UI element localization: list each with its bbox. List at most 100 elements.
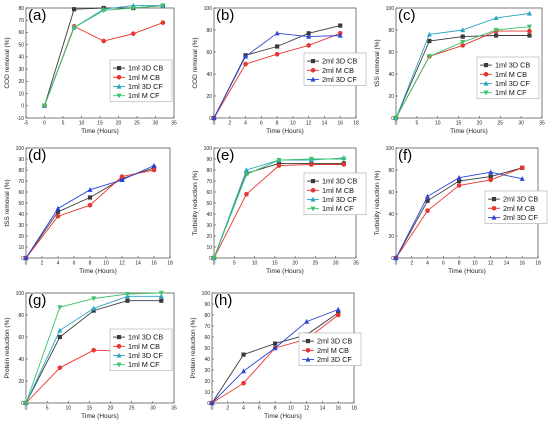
data-point-g-3-4 xyxy=(158,290,164,296)
x-tick-label-f-4: 8 xyxy=(458,261,461,267)
x-tick-label-d-9: 18 xyxy=(167,261,173,267)
y-tick-label-b-0: 0 xyxy=(209,116,212,122)
y-tick-label-a-7: 60 xyxy=(18,30,24,36)
data-point-d-2-4 xyxy=(151,162,157,168)
data-point-c-2-1 xyxy=(426,31,432,37)
legend-marker-c-2 xyxy=(483,80,489,86)
chart-g-svg: 0 5 10 15 20 25 30 35 0 20 40 60 80 100 Time (Hours) Pr… xyxy=(4,290,177,420)
plot-frame-d xyxy=(25,147,171,259)
x-tick-label-a-8: 35 xyxy=(171,121,177,127)
legend-label-a-2: 1ml 3D CF xyxy=(128,82,163,91)
series-h-2 xyxy=(209,306,341,406)
x-tick-label-b-9: 18 xyxy=(353,121,359,127)
y-tick-label-d-7: 70 xyxy=(18,179,24,185)
legend-label-b-1: 2ml M CB xyxy=(322,66,354,75)
x-tick-label-b-0: 0 xyxy=(213,121,216,127)
chart-h-svg: 0 2 4 6 8 10 12 14 16 18 0 10 20 30 40 50 60 70 80 90 100 Tim… xyxy=(190,291,362,420)
legend-label-g-3: 1ml M CF xyxy=(128,360,160,369)
data-point-h-2-2 xyxy=(272,345,278,351)
legend-label-b-2: 2ml 3D CF xyxy=(322,75,357,84)
data-point-b-0-3 xyxy=(306,31,311,36)
data-point-g-0-3 xyxy=(125,298,130,303)
x-tick-label-d-7: 14 xyxy=(135,261,141,267)
x-tick-label-b-1: 2 xyxy=(228,121,231,127)
legend-label-c-2: 1ml 3D CF xyxy=(495,79,530,88)
x-tick-label-f-6: 12 xyxy=(488,261,494,267)
data-point-c-1-2 xyxy=(460,43,466,48)
data-point-b-2-2 xyxy=(274,30,280,36)
y-tick-label-c-2: 40 xyxy=(388,72,394,78)
x-tick-label-c-0: 0 xyxy=(395,121,398,127)
legend-label-g-0: 1ml 3D CB xyxy=(128,333,163,342)
y-tick-label-e-2: 20 xyxy=(206,234,212,240)
x-axis-label-f: Time (Hours) xyxy=(448,268,486,275)
legend-label-e-0: 1ml 3D CB xyxy=(322,177,357,186)
x-tick-label-h-3: 6 xyxy=(258,406,261,412)
panel-letter-d: (d) xyxy=(28,147,46,164)
x-tick-label-g-4: 20 xyxy=(108,406,114,412)
y-axis-label-b: COD removal (%) xyxy=(192,37,199,88)
data-point-h-0-1 xyxy=(241,352,246,357)
data-point-f-2-3 xyxy=(488,169,494,175)
data-point-d-0-2 xyxy=(87,195,93,200)
legend-label-b-0: 2ml 3D CB xyxy=(322,57,357,66)
y-tick-label-f-1: 20 xyxy=(388,234,394,240)
y-tick-label-g-4: 80 xyxy=(18,313,24,319)
y-tick-label-h-8: 80 xyxy=(204,313,210,319)
panel-g: 0 5 10 15 20 25 30 35 0 20 40 60 80 100 Time (Hours) Pr… xyxy=(0,285,182,425)
y-tick-label-d-0: 0 xyxy=(21,256,24,262)
x-tick-label-h-4: 8 xyxy=(274,406,277,412)
data-point-g-3-2 xyxy=(91,296,97,302)
x-tick-label-a-1: 0 xyxy=(43,121,46,127)
x-tick-label-f-1: 2 xyxy=(410,261,413,267)
y-axis-label-f: Turbidity reduction (%) xyxy=(374,170,381,235)
y-tick-label-f-3: 60 xyxy=(388,190,394,196)
data-point-f-1-2 xyxy=(456,183,462,188)
y-tick-label-d-2: 20 xyxy=(18,234,24,240)
y-tick-label-d-10: 100 xyxy=(16,146,25,152)
x-tick-label-e-7: 35 xyxy=(353,261,359,267)
data-point-f-1-4 xyxy=(519,165,525,171)
legend-marker-f-0 xyxy=(491,197,497,202)
data-point-c-2-3 xyxy=(493,15,499,20)
x-tick-label-e-2: 10 xyxy=(252,261,258,267)
x-axis-label-b: Time (Hours) xyxy=(266,128,304,135)
y-tick-label-c-4: 80 xyxy=(388,28,394,34)
x-tick-label-e-5: 25 xyxy=(313,261,319,267)
x-tick-label-a-7: 30 xyxy=(153,121,159,127)
x-tick-label-e-6: 30 xyxy=(333,261,339,267)
legend-label-g-1: 1ml M CB xyxy=(128,342,160,351)
legend-label-c-0: 1ml 3D CB xyxy=(495,61,530,70)
x-axis-label-g: Time (Hours) xyxy=(81,413,119,420)
y-tick-label-e-0: 0 xyxy=(209,256,212,262)
y-tick-label-e-10: 100 xyxy=(204,146,213,152)
legend-label-a-0: 1ml 3D CB xyxy=(128,64,163,73)
x-tick-label-b-3: 6 xyxy=(260,121,263,127)
legend-label-a-3: 1ml M CF xyxy=(128,91,160,100)
data-point-c-0-1 xyxy=(427,38,432,44)
y-axis-label-h: Protein reduction (%) xyxy=(190,317,197,378)
data-point-g-3-1 xyxy=(57,305,63,310)
legend-marker-b-1 xyxy=(310,68,316,73)
data-point-d-1-3 xyxy=(119,174,125,179)
y-tick-label-h-10: 100 xyxy=(202,291,211,297)
y-tick-label-a-1: 0 xyxy=(21,104,24,110)
x-axis-label-a: Time (Hours) xyxy=(81,128,119,135)
legend-label-e-2: 1ml 3D CF xyxy=(322,195,357,204)
y-tick-label-c-1: 20 xyxy=(388,94,394,100)
x-tick-label-b-7: 14 xyxy=(322,121,328,127)
panel-b: 0 2 4 6 8 10 12 14 16 18 0 20 40 60 80 100 Time (Hours) C… xyxy=(186,0,368,140)
legend-marker-a-0 xyxy=(116,66,122,71)
data-point-f-2-2 xyxy=(456,175,462,180)
data-point-b-1-3 xyxy=(306,43,311,48)
y-tick-label-g-0: 0 xyxy=(21,401,24,407)
x-tick-label-h-5: 10 xyxy=(288,406,294,412)
y-tick-label-a-0: -10 xyxy=(17,116,24,122)
data-point-d-1-2 xyxy=(87,202,93,208)
panel-c: 0 5 10 15 20 25 30 35 0 20 40 60 80 100 Time (Hours) tS… xyxy=(370,0,550,140)
data-point-d-1-4 xyxy=(151,167,157,173)
series-e-1 xyxy=(211,162,347,261)
